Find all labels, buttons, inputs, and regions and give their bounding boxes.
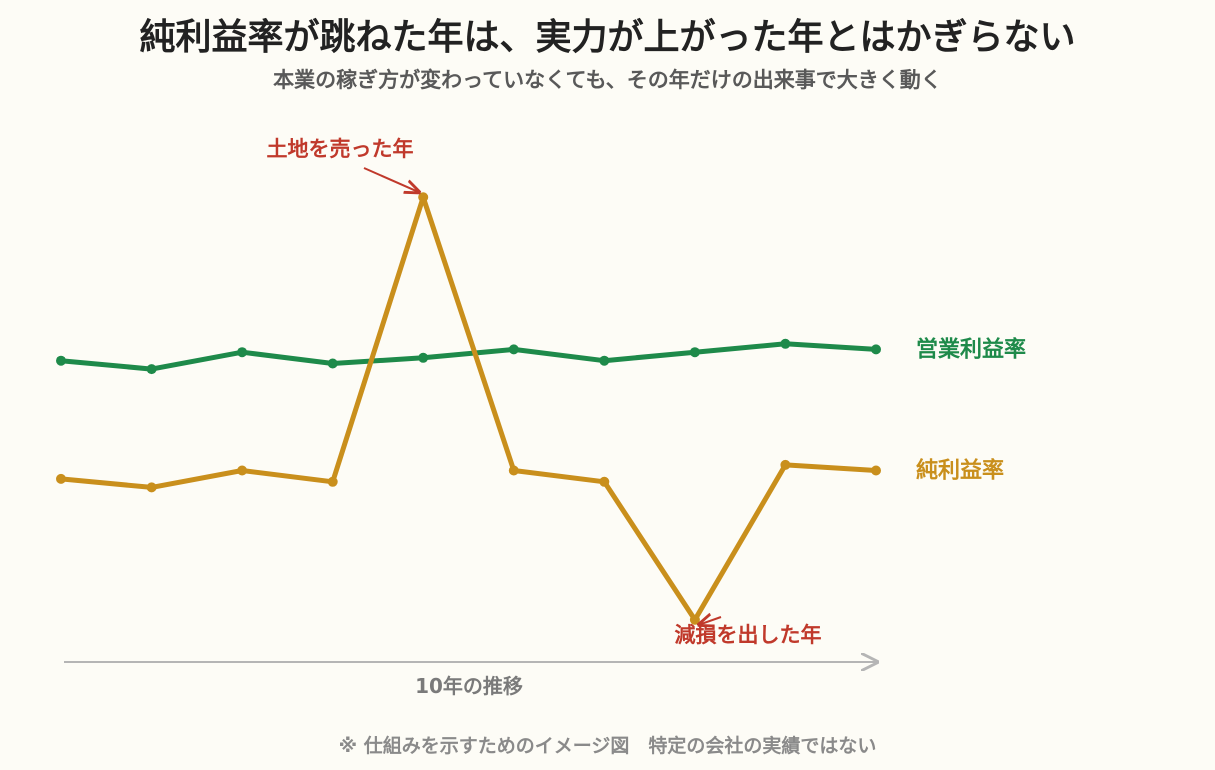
chart-subtitle: 本業の稼ぎ方が変わっていなくても、その年だけの出来事で大きく動く	[273, 68, 942, 92]
operating-margin-point	[689, 347, 700, 358]
impairment-annotation-arrow	[699, 617, 722, 625]
impairment-annotation-label: 減損を出した年	[675, 623, 822, 647]
land-sale-annotation-label: 土地を売った年	[267, 137, 414, 161]
net-margin-point	[508, 465, 519, 476]
net-margin-line	[58, 194, 879, 623]
net-margin-point	[237, 465, 248, 476]
net-margin-point	[418, 192, 429, 203]
net-margin-point	[871, 465, 881, 476]
chart-title: 純利益率が跳ねた年は、実力が上がった年とはかぎらない	[139, 17, 1076, 58]
operating-margin-point	[871, 344, 881, 355]
operating-margin-point	[146, 364, 157, 375]
operating-margin-point	[237, 347, 248, 358]
net-margin-point	[780, 459, 791, 470]
footnote: ※ 仕組みを示すためのイメージ図 特定の会社の実績ではない	[338, 735, 877, 757]
net-margin-point	[146, 482, 157, 493]
x-axis-label: 10年の推移	[415, 674, 523, 698]
operating-margin-point	[56, 355, 66, 366]
operating-margin-point	[599, 355, 610, 366]
operating-margin-line	[58, 341, 879, 372]
operating-margin-point	[508, 344, 519, 355]
operating-margin-point	[418, 352, 429, 363]
operating-margin-point	[327, 358, 338, 369]
net-margin-point	[56, 473, 66, 484]
net-margin-point	[599, 476, 610, 487]
net-margin-point	[327, 476, 338, 487]
net-margin-label: 純利益率	[916, 458, 1004, 484]
land-sale-annotation: 土地を売った年	[267, 137, 420, 192]
operating-margin-label: 営業利益率	[916, 336, 1026, 362]
impairment-annotation: 減損を出した年	[675, 617, 822, 647]
operating-margin-point	[780, 338, 791, 349]
net-margin-series: 純利益率	[56, 192, 1004, 625]
operating-margin-series: 営業利益率	[56, 336, 1026, 375]
land-sale-annotation-arrow	[363, 167, 419, 192]
